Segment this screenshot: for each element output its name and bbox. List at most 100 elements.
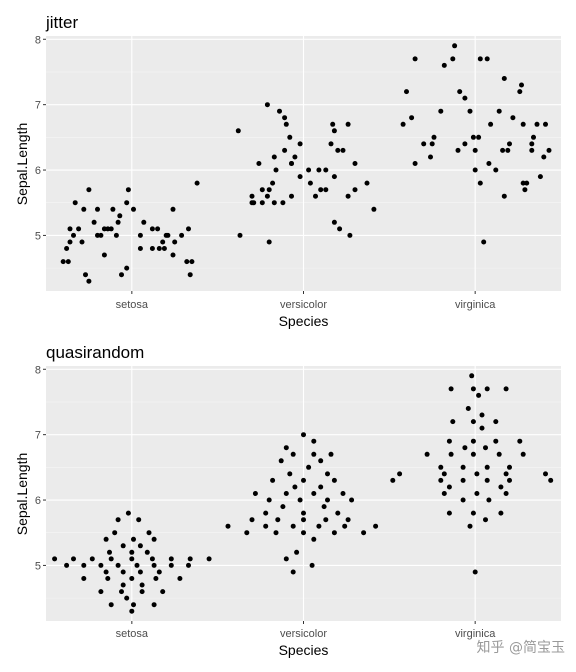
data-point [371, 206, 377, 212]
data-point [481, 239, 487, 245]
data-point [172, 239, 178, 245]
data-point [467, 108, 473, 114]
data-point [448, 451, 454, 457]
data-point [290, 569, 296, 575]
data-point [493, 419, 499, 425]
data-point [477, 56, 483, 62]
data-point [282, 115, 288, 121]
x-tick-label-virginica: virginica [455, 299, 496, 311]
watermark: 知乎 @简宝玉 [477, 639, 565, 656]
data-point [287, 471, 293, 477]
data-point [91, 219, 97, 225]
data-point [144, 549, 150, 555]
data-point [129, 549, 135, 555]
data-point [95, 206, 100, 212]
data-point [467, 523, 473, 529]
data-point [263, 523, 269, 529]
data-point [165, 232, 171, 238]
data-point [249, 193, 255, 199]
data-point [72, 200, 78, 206]
data-point [151, 562, 157, 568]
data-point [507, 477, 512, 483]
data-point [168, 562, 174, 568]
data-point [115, 517, 121, 523]
data-point [86, 278, 92, 284]
data-point [503, 471, 509, 477]
data-point [139, 582, 145, 588]
data-point [149, 226, 155, 232]
data-point [498, 510, 504, 516]
data-point [342, 523, 348, 529]
data-point [264, 102, 270, 108]
data-point [340, 491, 346, 496]
data-point [131, 602, 136, 608]
data-point [507, 464, 512, 470]
data-point [112, 530, 118, 536]
data-point [472, 569, 478, 575]
data-point [259, 187, 265, 193]
data-point [115, 219, 121, 225]
data-point [323, 167, 329, 173]
data-point [352, 187, 358, 193]
data-point [294, 549, 300, 555]
data-point [529, 147, 535, 153]
data-point [486, 497, 492, 503]
data-point [409, 115, 415, 121]
data-point [335, 147, 341, 153]
data-point [301, 517, 306, 523]
data-point [397, 471, 403, 477]
data-point [493, 438, 499, 444]
data-point [460, 477, 466, 483]
data-point [429, 141, 435, 147]
data-point [60, 259, 66, 265]
data-point [278, 458, 284, 464]
data-point [189, 259, 195, 265]
x-tick-label-virginica: virginica [455, 628, 496, 640]
data-point [137, 246, 143, 251]
data-point [455, 147, 461, 153]
data-point [465, 406, 471, 411]
data-point [349, 497, 355, 503]
data-point [290, 451, 296, 457]
data-point [251, 200, 257, 206]
data-point [412, 161, 418, 166]
data-point [297, 497, 303, 503]
y-tick-label: 7 [35, 100, 41, 112]
data-point [352, 161, 358, 166]
y-tick-label: 6 [35, 165, 41, 177]
data-point [287, 134, 293, 140]
data-point [283, 556, 289, 562]
data-point [347, 232, 353, 238]
data-point [151, 602, 157, 608]
data-point [493, 167, 499, 173]
data-point [361, 530, 367, 536]
data-point [318, 484, 324, 490]
chart-1: 5 6 7 8 setosa versicolor virginica jitter Speci… [14, 13, 561, 329]
data-point [149, 246, 155, 251]
data-point [101, 252, 107, 258]
x-axis-label: Species [279, 313, 329, 329]
data-point [476, 392, 482, 398]
data-point [71, 556, 76, 562]
data-point [103, 536, 109, 542]
data-point [81, 206, 87, 212]
data-point [531, 134, 536, 140]
x-tick-label-setosa: setosa [116, 628, 149, 640]
data-point [543, 471, 548, 477]
data-point [484, 464, 490, 470]
data-point [331, 219, 337, 225]
data-point [263, 510, 269, 516]
data-point [290, 523, 296, 529]
data-point [206, 556, 212, 562]
data-point [297, 174, 303, 180]
data-point [115, 562, 121, 568]
data-point [311, 491, 317, 496]
data-point [400, 121, 406, 127]
y-tick-label: 7 [35, 430, 41, 442]
data-point [462, 141, 468, 147]
data-point [301, 432, 306, 438]
data-point [529, 141, 535, 147]
data-point [470, 451, 476, 457]
y-tick-label: 8 [35, 34, 41, 46]
